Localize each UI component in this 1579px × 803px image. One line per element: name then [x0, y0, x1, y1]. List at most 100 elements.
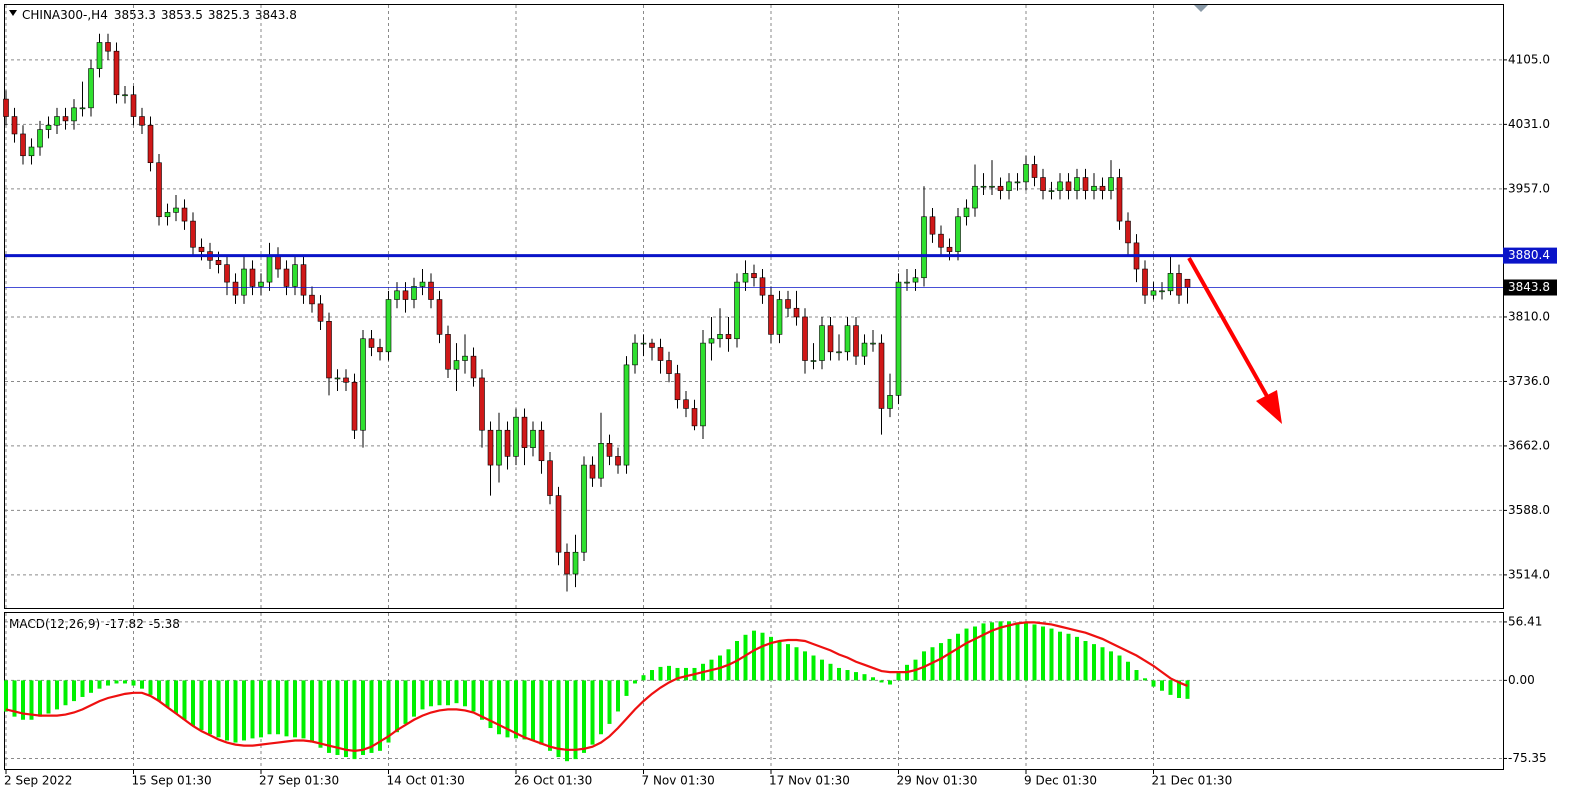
- candle-body: [589, 464, 596, 479]
- macd-bar: [539, 680, 544, 745]
- macd-bar: [403, 680, 408, 724]
- macd-bar: [607, 680, 612, 724]
- candle-body: [147, 124, 154, 164]
- macd-bar: [1032, 624, 1037, 681]
- candle-body: [283, 268, 290, 287]
- candle-body: [402, 290, 409, 300]
- macd-bar: [1143, 678, 1147, 681]
- macd-bar: [794, 647, 799, 681]
- macd-bar: [1160, 680, 1164, 691]
- candle-body: [241, 268, 247, 296]
- candle-body: [300, 264, 307, 296]
- candle-body: [1159, 290, 1165, 293]
- candle-body: [530, 429, 536, 448]
- macd-bar: [862, 674, 867, 681]
- candle-body: [955, 216, 961, 252]
- macd-bar: [55, 680, 59, 710]
- candle-body: [1176, 273, 1182, 296]
- macd-bar: [1083, 641, 1088, 681]
- macd-bar: [276, 680, 280, 735]
- candle-body: [1125, 220, 1131, 244]
- macd-bar: [140, 680, 144, 689]
- macd-bar: [1015, 622, 1020, 681]
- candle-body: [623, 364, 630, 466]
- macd-bar: [38, 680, 42, 717]
- arrow-shaft: [1187, 257, 1270, 399]
- candle-body: [54, 116, 60, 126]
- candle-body: [156, 162, 162, 218]
- macd-bar: [208, 680, 212, 735]
- price-pane: [4, 4, 1504, 609]
- y-tick-label: 3514.0: [1508, 567, 1550, 581]
- macd-bar: [12, 680, 17, 717]
- macd-bar: [964, 628, 969, 681]
- candle-body: [929, 216, 936, 235]
- candle-body: [1082, 177, 1089, 191]
- macd-bar: [1041, 626, 1045, 681]
- y-tick-label: 4031.0: [1508, 117, 1550, 131]
- candle-body: [11, 116, 18, 135]
- candle-body: [445, 334, 451, 370]
- candle-body: [904, 281, 910, 284]
- macd-bar: [497, 680, 501, 735]
- macd-bar: [4, 680, 8, 712]
- macd-name: MACD(12,26,9): [9, 617, 100, 631]
- x-tick-label: 15 Sep 01:30: [132, 774, 212, 788]
- candle-body: [130, 94, 137, 117]
- macd-bar: [973, 626, 977, 681]
- candle-body: [895, 281, 902, 396]
- y-tick-label: 56.41: [1508, 614, 1542, 628]
- candle-body: [377, 347, 383, 353]
- candle-body: [683, 399, 689, 409]
- candle-body: [751, 273, 757, 279]
- candle-body: [1048, 190, 1055, 192]
- candle-body: [615, 456, 621, 466]
- macd-bar: [633, 680, 637, 684]
- menu-triangle[interactable]: [9, 10, 17, 16]
- candle-body: [989, 185, 995, 188]
- x-tick-label: 2 Sep 2022: [4, 774, 72, 788]
- candle-body: [190, 220, 196, 248]
- macd-bar: [590, 680, 595, 745]
- macd-bar: [148, 680, 153, 695]
- macd-bar: [1185, 680, 1190, 699]
- y-tick-label: -75.35: [1508, 751, 1547, 765]
- macd-bar: [1126, 661, 1130, 681]
- macd-bar: [267, 680, 272, 735]
- macd-bar: [573, 680, 578, 760]
- macd-bar: [624, 680, 629, 696]
- macd-bar: [446, 680, 450, 706]
- candle-body: [742, 273, 749, 283]
- candle-body: [215, 260, 222, 265]
- candle-body: [1031, 164, 1038, 178]
- macd-bar: [956, 633, 960, 681]
- macd-bar: [811, 655, 816, 681]
- price-level-label: 3880.4: [1508, 248, 1550, 262]
- macd-bar: [378, 680, 382, 751]
- y-tick-label: 0.00: [1508, 673, 1535, 687]
- macd-bar: [769, 636, 773, 681]
- candle-body: [793, 307, 800, 318]
- price-level-box: [1503, 279, 1557, 296]
- macd-bar: [896, 672, 901, 681]
- macd-bar: [284, 680, 289, 737]
- candle-body: [45, 124, 52, 130]
- candle-body: [1057, 181, 1063, 191]
- candle-body: [759, 277, 766, 296]
- candle-body: [113, 50, 120, 96]
- candle-body: [37, 129, 43, 148]
- macd-bar: [89, 680, 93, 693]
- macd-bar: [454, 680, 459, 704]
- shift-marker: [1194, 5, 1208, 12]
- macd-bar: [463, 680, 467, 707]
- plot-layer: 4105.0 4031.0 3957.0 3810.0 3736.0 3662.0 3588…: [3, 5, 1557, 788]
- macd-bar: [845, 670, 850, 681]
- macd-bar: [947, 638, 952, 681]
- x-tick-label: 27 Sep 01:30: [259, 774, 339, 788]
- macd-bar: [556, 680, 561, 758]
- candle-body: [487, 429, 494, 466]
- macd-bar: [760, 632, 765, 681]
- macd-bar: [216, 680, 221, 738]
- candle-body: [564, 551, 570, 575]
- macd-bar: [123, 680, 127, 684]
